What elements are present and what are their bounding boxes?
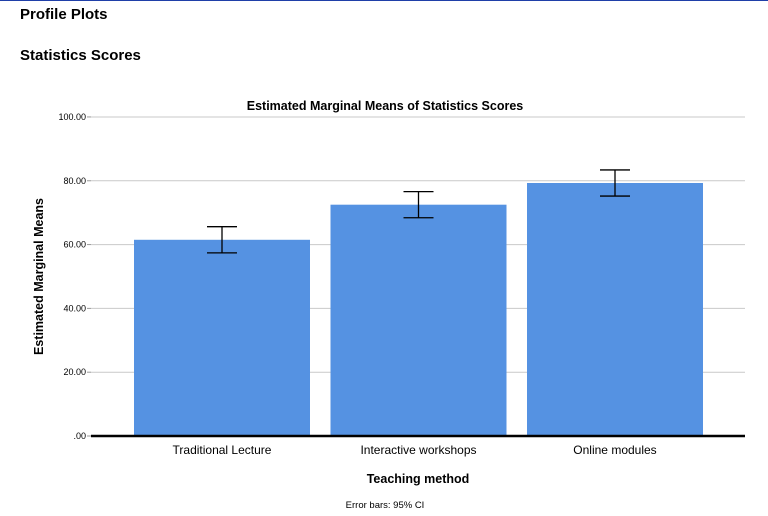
- chart-footnote: Error bars: 95% CI: [346, 500, 425, 511]
- bar-3: [527, 182, 703, 436]
- y-tick-label: 100.00: [58, 112, 86, 122]
- top-rule: [0, 0, 768, 1]
- y-tick-label: 80.00: [63, 176, 86, 186]
- y-axis-label: Estimated Marginal Means: [32, 198, 46, 355]
- y-tick-label: 20.00: [63, 367, 86, 377]
- x-tick-label: Online modules: [573, 443, 656, 457]
- x-tick-label: Interactive workshops: [360, 443, 476, 457]
- page-subheading: Statistics Scores: [20, 47, 141, 64]
- y-tick-label: 40.00: [63, 303, 86, 313]
- y-tick-label: .00: [73, 431, 86, 441]
- x-tick-label: Traditional Lecture: [173, 443, 272, 457]
- page-heading: Profile Plots: [20, 6, 108, 23]
- chart-title: Estimated Marginal Means of Statistics S…: [247, 99, 524, 113]
- bar-2: [330, 204, 507, 436]
- bar-1: [134, 239, 310, 436]
- y-tick-label: 60.00: [63, 240, 86, 250]
- x-axis-label: Teaching method: [367, 472, 470, 486]
